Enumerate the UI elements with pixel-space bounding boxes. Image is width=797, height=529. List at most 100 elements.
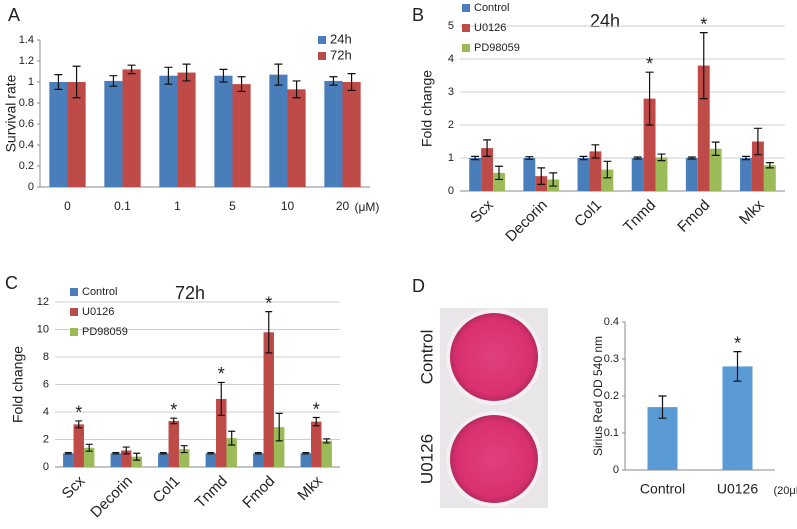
y-tick-label: 0 <box>448 185 454 197</box>
error-bar <box>591 144 600 159</box>
bar <box>131 456 142 467</box>
y-tick-label: 8 <box>43 351 49 363</box>
error-bar <box>711 141 720 156</box>
error-bar <box>753 127 762 156</box>
bar <box>287 89 306 187</box>
error-bar <box>549 172 558 187</box>
error-bar <box>219 68 228 83</box>
image-label: Control <box>417 330 436 385</box>
bar <box>205 453 217 467</box>
x-tick-label: Col1 <box>571 197 605 231</box>
bar <box>481 148 494 191</box>
bar <box>311 421 322 467</box>
error-bar <box>645 71 654 126</box>
chart-title: 72h <box>175 283 205 303</box>
significance-mark: * <box>646 54 653 74</box>
error-bar <box>164 66 173 85</box>
error-bar <box>633 156 642 160</box>
bar <box>577 158 590 191</box>
bar <box>751 141 764 191</box>
y-tick-label: 4 <box>43 406 49 418</box>
x-tick-label: Mkx <box>294 472 326 504</box>
legend-swatch <box>70 288 78 296</box>
bar <box>253 453 264 467</box>
error-bar <box>54 74 63 90</box>
y-tick-label: 0.8 <box>19 97 34 109</box>
x-tick-label: Mkx <box>736 196 768 228</box>
legend-label: PD98059 <box>474 42 520 54</box>
bar <box>763 165 776 191</box>
x-tick-label: Fmod <box>674 197 713 236</box>
x-tick-label: Decorin <box>502 197 551 246</box>
x-tick-label: 0.1 <box>114 199 131 213</box>
error-bar <box>170 417 178 425</box>
bar <box>709 148 722 191</box>
legend-label: Control <box>474 2 509 14</box>
bar <box>83 447 95 467</box>
dish-photo <box>440 308 548 508</box>
error-bar <box>75 420 83 429</box>
error-bar <box>312 416 320 427</box>
error-bar <box>687 156 696 160</box>
bar <box>321 440 332 467</box>
error-bar <box>274 63 283 86</box>
y-tick-label: 1.2 <box>19 55 34 67</box>
error-bar <box>658 395 667 419</box>
dish-control <box>450 313 538 401</box>
error-bar <box>323 438 331 444</box>
y-tick-label: 5 <box>448 20 454 32</box>
error-bar <box>133 452 141 461</box>
bar <box>168 420 179 467</box>
bar <box>269 74 288 187</box>
bar <box>740 158 752 191</box>
bar <box>273 427 285 467</box>
y-tick-label: 0.6 <box>19 118 34 130</box>
panel-label: B <box>412 5 424 25</box>
bar <box>158 453 169 467</box>
x-tick-label: 1 <box>174 199 181 213</box>
bar <box>216 398 227 467</box>
legend-swatch <box>462 24 470 32</box>
bar <box>263 332 274 467</box>
error-bar <box>537 167 546 185</box>
y-axis-title: Fold change <box>419 70 435 147</box>
bar <box>67 82 86 187</box>
y-tick-label: 3 <box>448 86 454 98</box>
legend-label: PD98059 <box>82 326 128 338</box>
x-tick-label: Scx <box>59 472 89 502</box>
significance-mark: * <box>218 364 225 384</box>
y-tick-label: 1 <box>28 76 34 88</box>
bar <box>177 72 196 187</box>
x-tick-label: Tnmd <box>192 473 231 512</box>
bar <box>300 453 312 467</box>
error-bar <box>579 155 588 161</box>
error-bar <box>207 451 215 455</box>
error-bar <box>471 155 480 161</box>
bar <box>232 84 251 187</box>
legend-label: Control <box>82 286 117 298</box>
error-bar <box>733 351 742 382</box>
y-tick-label: 0 <box>613 464 619 476</box>
panel-label: A <box>8 5 20 25</box>
x-tick-label: 10 <box>281 199 295 213</box>
error-bar <box>495 165 503 181</box>
significance-mark: * <box>170 400 177 420</box>
bar <box>655 157 668 191</box>
y-tick-label: 1.4 <box>19 34 34 46</box>
y-tick-label: 0.2 <box>604 390 619 402</box>
bar <box>49 82 68 187</box>
bar <box>493 172 505 191</box>
legend-label: U0126 <box>474 22 506 34</box>
panel-label: C <box>5 273 18 293</box>
bar <box>110 453 122 467</box>
error-bar <box>64 451 72 455</box>
panel-label: D <box>412 276 425 296</box>
error-bar <box>109 75 118 87</box>
error-bar <box>122 446 130 455</box>
x-tick-label: Control <box>640 481 685 497</box>
bar <box>226 438 237 467</box>
error-bar <box>347 73 356 91</box>
error-bar <box>657 153 666 162</box>
error-bar <box>699 32 708 100</box>
